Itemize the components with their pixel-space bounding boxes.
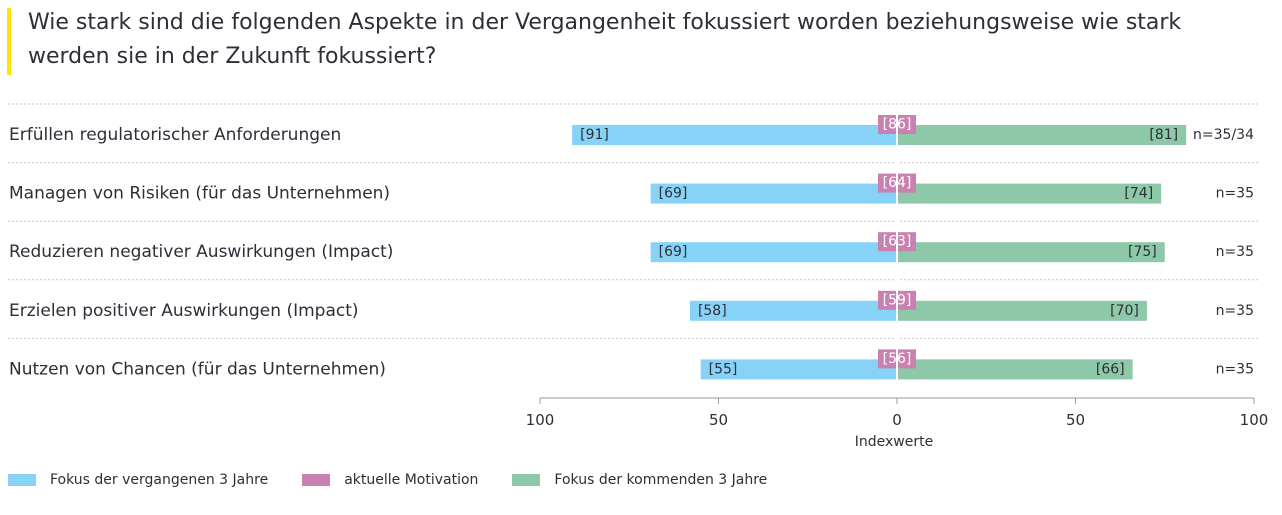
bar-future-value-label: [66] [1096, 361, 1125, 377]
n-label: n=35 [1216, 361, 1254, 377]
n-label: n=35/34 [1193, 127, 1254, 143]
title-accent-bar [7, 8, 11, 75]
bar-past-value-label: [69] [659, 244, 688, 260]
category-label: Erzielen positiver Auswirkungen (Impact) [9, 301, 359, 321]
legend-label-past: Fokus der vergangenen 3 Jahre [50, 472, 269, 488]
bar-future [897, 359, 1133, 380]
bar-past-value-label: [69] [659, 186, 688, 202]
n-label: n=35 [1216, 244, 1254, 260]
n-label: n=35 [1216, 303, 1254, 319]
legend-item-future: Fokus der kommenden 3 Jahre [512, 472, 767, 488]
bar-future-value-label: [81] [1149, 127, 1178, 143]
x-axis-tick-label: 50 [709, 411, 728, 429]
legend-swatch-current [302, 474, 331, 486]
legend-label-future: Fokus der kommenden 3 Jahre [554, 472, 768, 488]
bar-past [700, 359, 897, 380]
x-axis-tick-label: 100 [526, 411, 555, 429]
legend-label-current: aktuelle Motivation [344, 472, 479, 488]
bar-future-value-label: [74] [1124, 186, 1153, 202]
bar-future-value-label: [75] [1128, 244, 1157, 260]
bar-past-value-label: [58] [698, 303, 727, 319]
x-axis-label: Indexwerte [855, 434, 933, 450]
category-label: Reduzieren negativer Auswirkungen (Impac… [9, 242, 393, 262]
chart-title: Wie stark sind die folgenden Aspekte in … [28, 10, 1182, 69]
category-label: Erfüllen regulatorischer Anforderungen [9, 125, 341, 145]
bar-future-value-label: [70] [1110, 303, 1139, 319]
bar-future [897, 300, 1147, 321]
category-label: Managen von Risiken (für das Unternehmen… [9, 184, 390, 204]
x-axis-tick-label: 100 [1240, 411, 1269, 429]
bar-future [897, 125, 1187, 145]
chart-legend: Fokus der vergangenen 3 Jahre aktuelle M… [8, 472, 801, 488]
legend-item-past: Fokus der vergangenen 3 Jahre [8, 472, 268, 488]
bar-past [650, 242, 897, 263]
legend-item-current: aktuelle Motivation [302, 472, 478, 488]
bar-past [689, 300, 897, 321]
bar-past-value-label: [55] [709, 361, 738, 377]
n-label: n=35 [1216, 186, 1254, 202]
category-label: Nutzen von Chancen (für das Unternehmen) [9, 359, 386, 379]
bar-past [650, 183, 897, 204]
bar-future [897, 242, 1165, 263]
bar-past [572, 125, 897, 145]
x-axis-tick-label: 50 [1066, 411, 1085, 429]
bar-past-value-label: [91] [580, 127, 609, 143]
legend-swatch-past [8, 474, 36, 486]
x-axis-tick-label: 0 [892, 411, 902, 429]
bar-future [897, 183, 1162, 204]
legend-swatch-future [512, 474, 541, 486]
